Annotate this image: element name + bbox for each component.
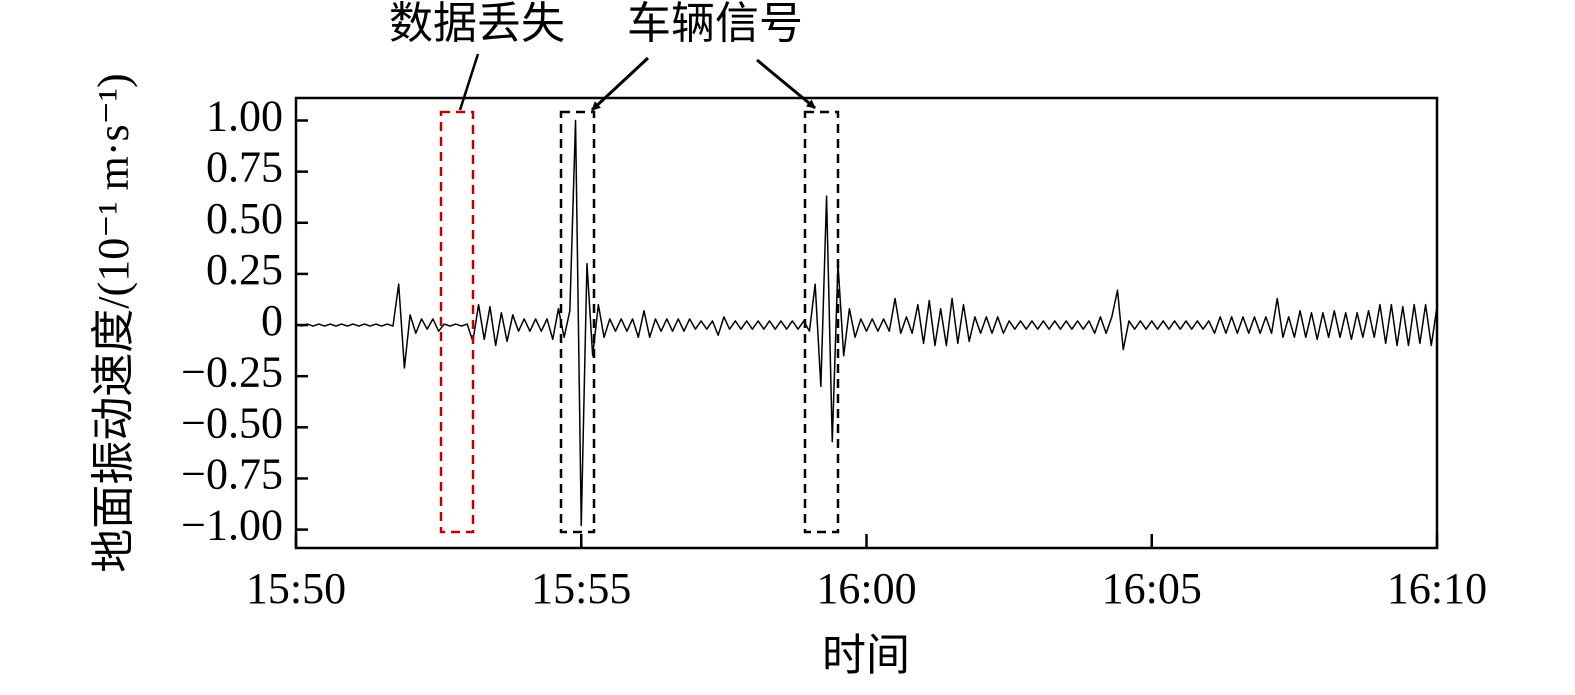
y-tick-label: 0.25 (206, 245, 283, 294)
y-tick-label: 1.00 (206, 92, 283, 141)
x-tick-label: 16:05 (1102, 564, 1202, 613)
y-tick-label: −0.25 (181, 347, 283, 396)
arrow (756, 58, 816, 110)
vehicle-box (803, 110, 840, 534)
plot-frame (294, 96, 1439, 550)
x-tick-label: 15:50 (246, 564, 346, 613)
data-loss-box (439, 110, 475, 534)
annotation: 数据丢失 (389, 0, 565, 48)
signal-line (295, 119, 1438, 527)
annotation: 车辆信号 (627, 0, 803, 48)
arrow (590, 56, 650, 112)
pointer-line (458, 53, 480, 111)
y-tick-label: −1.00 (181, 501, 283, 550)
vehicle-box (559, 110, 596, 534)
plot-area (295, 119, 1438, 527)
y-tick-label: 0.50 (206, 194, 283, 243)
y-axis-label: 地面振动速度/(10⁻¹ m·s⁻¹) (89, 73, 138, 572)
x-tick-label: 16:10 (1387, 564, 1487, 613)
x-tick-label: 15:55 (531, 564, 631, 613)
y-tick-label: 0 (261, 296, 283, 345)
y-tick-label: −0.75 (181, 450, 283, 499)
x-tick-label: 16:00 (816, 564, 916, 613)
y-tick-label: −0.50 (181, 398, 283, 447)
x-axis-label: 时间 (822, 631, 910, 680)
y-tick-label: 0.75 (206, 143, 283, 192)
